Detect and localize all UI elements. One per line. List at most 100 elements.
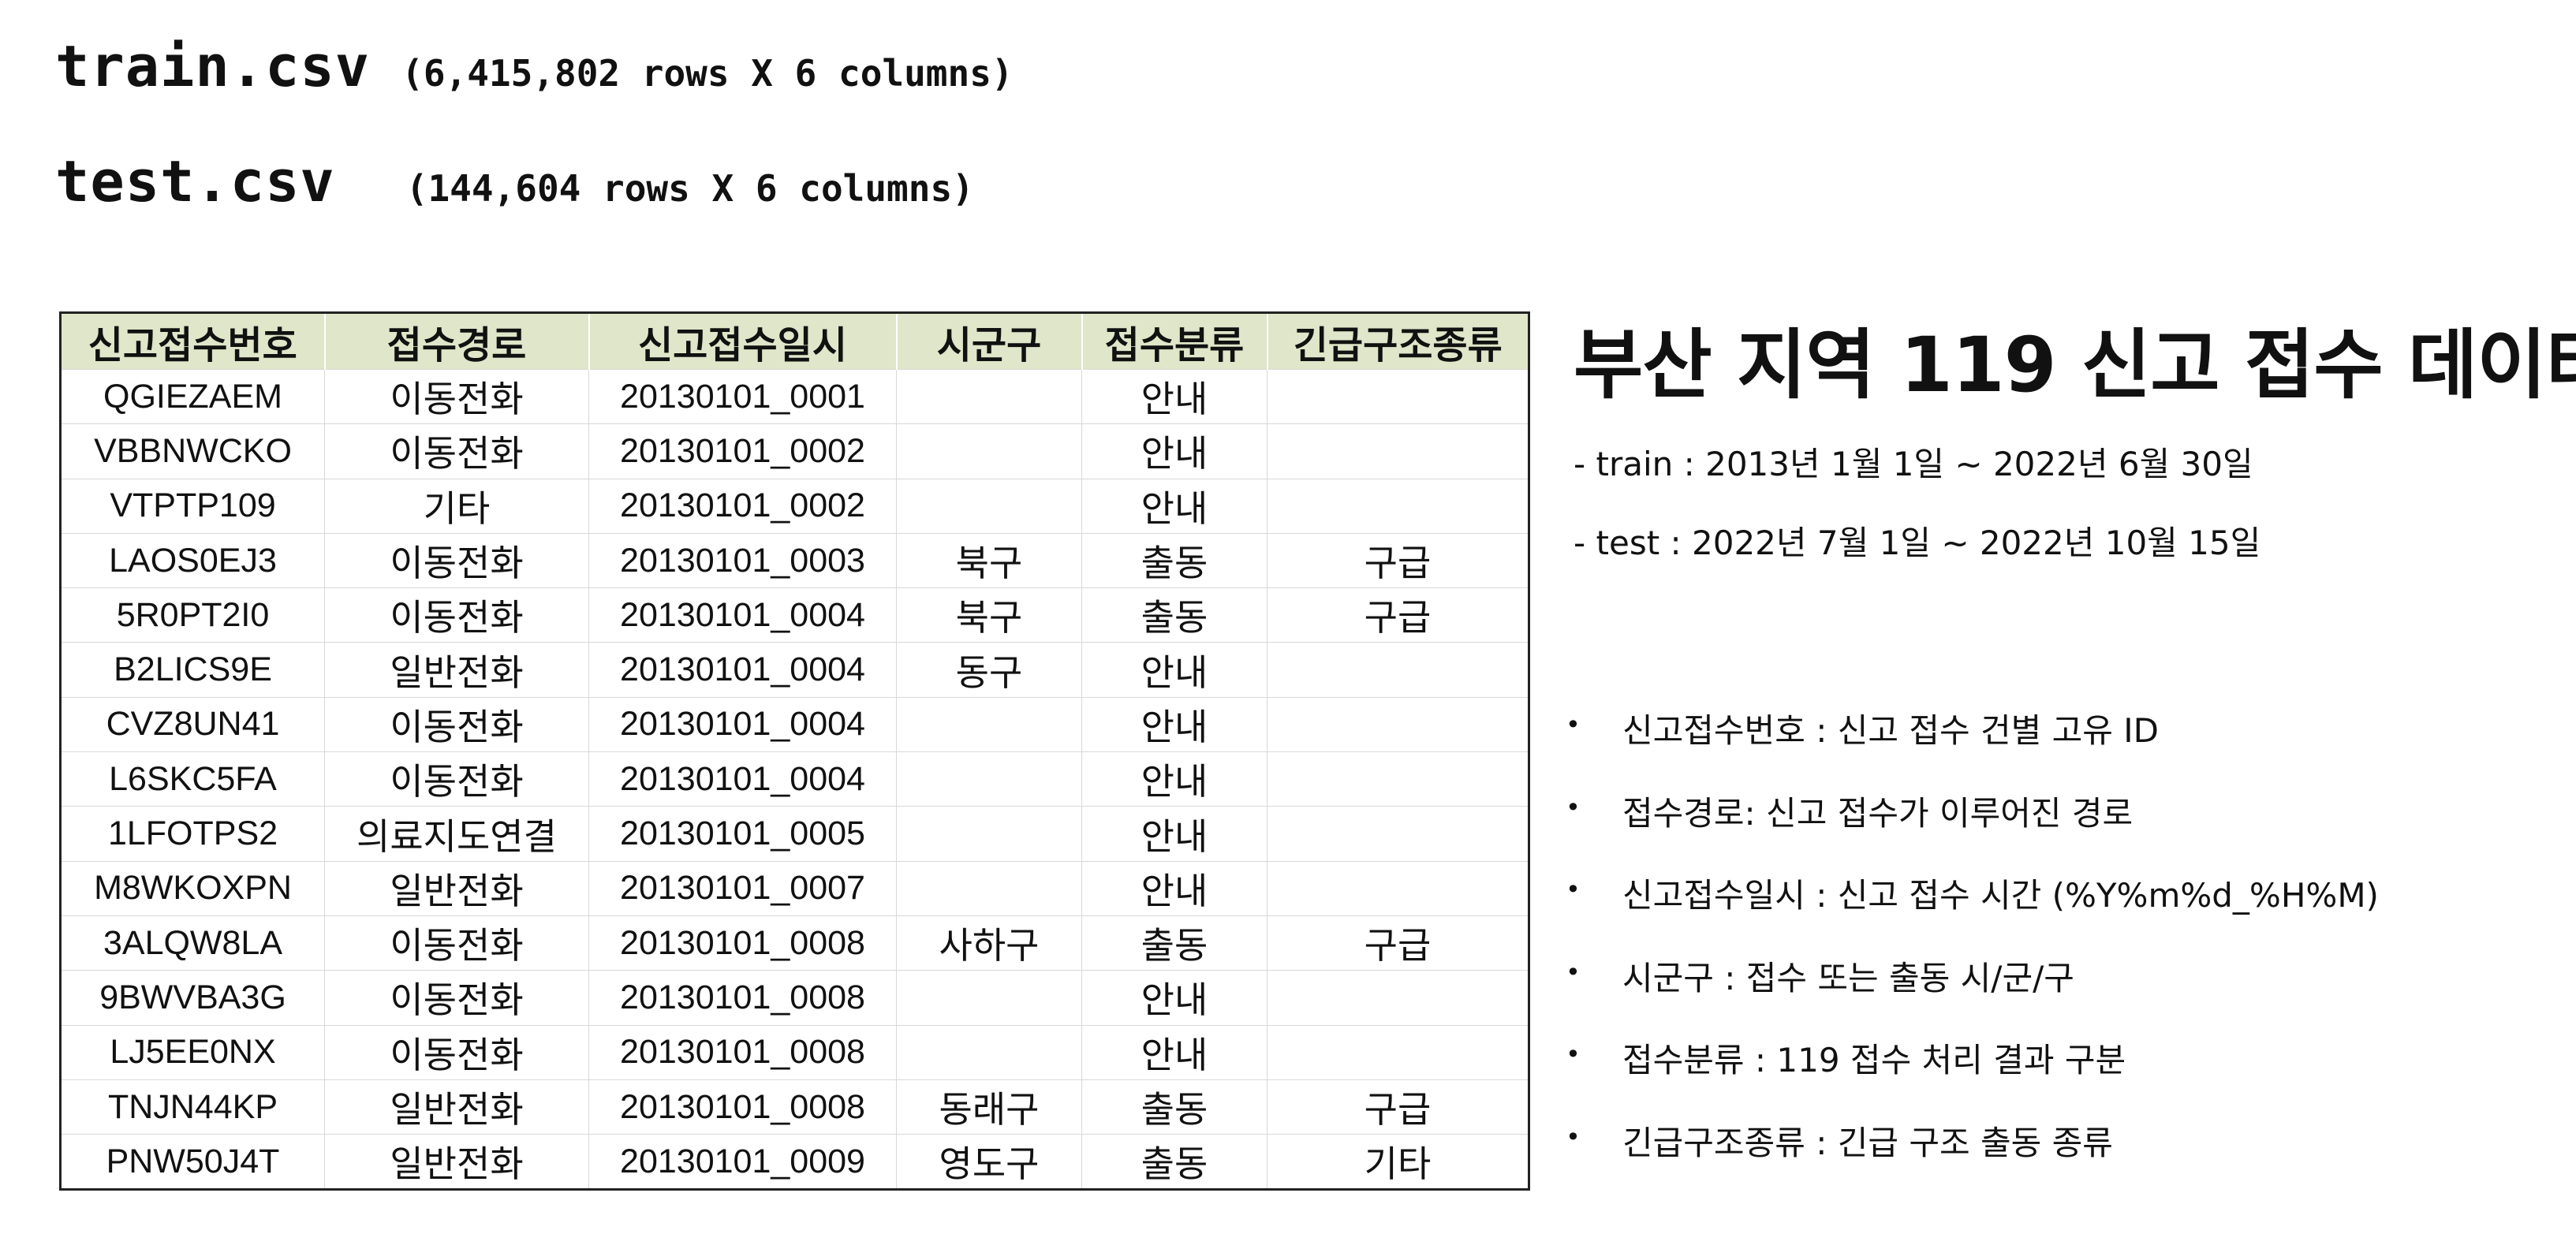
table-cell — [1267, 696, 1529, 752]
list-item: • 신고접수번호 : 신고 접수 건별 고유 ID — [1566, 704, 2379, 787]
list-item: • 신고접수일시 : 신고 접수 시간 (%Y%m%d_%H%M) — [1566, 869, 2379, 952]
table-cell: 안내 — [1081, 970, 1267, 1026]
list-item: • 접수경로: 신고 접수가 이루어진 경로 — [1566, 787, 2379, 870]
table-cell: 안내 — [1081, 478, 1267, 534]
table-row: 9BWVBA3G 이동전화 20130101_0008 안내 — [60, 970, 1529, 1026]
table-cell — [1267, 642, 1529, 698]
table-cell: 안내 — [1081, 368, 1267, 424]
test-date-range: - test : 2022년 7월 1일 ~ 2022년 10월 15일 — [1574, 524, 2261, 562]
table-cell: 20130101_0001 — [588, 368, 897, 424]
test-file-name: test.csv — [55, 148, 335, 214]
bullet-icon: • — [1566, 874, 1581, 904]
column-header: 접수분류 — [1081, 312, 1267, 370]
table-cell: B2LICS9E — [60, 642, 325, 698]
table-cell: 안내 — [1081, 751, 1267, 807]
table-cell: 20130101_0003 — [588, 532, 897, 588]
table-cell — [896, 860, 1082, 916]
table-cell: 안내 — [1081, 860, 1267, 916]
table-cell: VBBNWCKO — [60, 423, 325, 479]
table-cell: 출동 — [1081, 1079, 1267, 1135]
table-cell: 구급 — [1267, 915, 1529, 971]
table-row: 5R0PT2I0 이동전화 20130101_0004 북구 출동 구급 — [60, 587, 1529, 643]
table-cell: 이동전화 — [324, 915, 589, 971]
list-item: • 접수분류 : 119 접수 처리 결과 구분 — [1566, 1034, 2379, 1116]
column-header: 신고접수번호 — [60, 312, 325, 370]
table-row: LJ5EE0NX 이동전화 20130101_0008 안내 — [60, 1024, 1529, 1080]
table-cell: 기타 — [324, 478, 589, 534]
test-file-line: test.csv (144,604 rows X 6 columns) — [55, 148, 974, 214]
table-cell — [896, 1024, 1082, 1080]
table-row: TNJN44KP 일반전화 20130101_0008 동래구 출동 구급 — [60, 1079, 1529, 1135]
table-cell — [1267, 423, 1529, 479]
table-cell: 20130101_0009 — [588, 1134, 897, 1190]
table-cell: 구급 — [1267, 587, 1529, 643]
list-item: • 긴급구조종류 : 긴급 구조 출동 종류 — [1566, 1116, 2379, 1199]
table-cell: 동래구 — [896, 1079, 1082, 1135]
table-cell — [896, 751, 1082, 807]
table-cell: 북구 — [896, 532, 1082, 588]
table-cell: 20130101_0004 — [588, 642, 897, 698]
column-header: 신고접수일시 — [588, 312, 897, 370]
table-cell: 일반전화 — [324, 1134, 589, 1190]
table-row: QGIEZAEM 이동전화 20130101_0001 안내 — [60, 368, 1529, 424]
table-cell: 20130101_0002 — [588, 423, 897, 479]
table-cell: 북구 — [896, 587, 1082, 643]
table-cell: 20130101_0008 — [588, 970, 897, 1026]
table-cell: 20130101_0005 — [588, 806, 897, 862]
table-cell — [896, 423, 1082, 479]
sample-data-table: 신고접수번호 접수경로 신고접수일시 시군구 접수분류 긴급구조종류 QGIEZ… — [59, 311, 1530, 1191]
table-cell: 20130101_0007 — [588, 860, 897, 916]
table-header-row: 신고접수번호 접수경로 신고접수일시 시군구 접수분류 긴급구조종류 — [60, 312, 1529, 370]
column-description: 신고접수일시 : 신고 접수 시간 (%Y%m%d_%H%M) — [1622, 876, 2379, 915]
table-cell: QGIEZAEM — [60, 368, 325, 424]
bullet-icon: • — [1566, 710, 1581, 740]
table-cell — [896, 970, 1082, 1026]
column-description: 긴급구조종류 : 긴급 구조 출동 종류 — [1622, 1123, 2113, 1162]
table-row: VTPTP109 기타 20130101_0002 안내 — [60, 478, 1529, 534]
column-description: 신고접수번호 : 신고 접수 건별 고유 ID — [1622, 711, 2159, 750]
table-cell: 20130101_0008 — [588, 1024, 897, 1080]
column-header: 접수경로 — [323, 312, 589, 370]
table-cell: 20130101_0008 — [588, 1079, 897, 1135]
table-row: 1LFOTPS2 의료지도연결 20130101_0005 안내 — [60, 806, 1529, 862]
table-cell: 20130101_0004 — [588, 696, 897, 752]
table-cell — [896, 806, 1082, 862]
table-cell: 이동전화 — [324, 696, 589, 752]
table-cell: 기타 — [1267, 1134, 1529, 1190]
column-description-list: • 신고접수번호 : 신고 접수 건별 고유 ID • 접수경로: 신고 접수가 이… — [1566, 704, 2379, 1198]
table-cell: 20130101_0008 — [588, 915, 897, 971]
table-cell — [1267, 751, 1529, 807]
column-description: 접수분류 : 119 접수 처리 결과 구분 — [1622, 1041, 2126, 1079]
bullet-icon: • — [1566, 1121, 1581, 1152]
table-cell — [1267, 970, 1529, 1026]
table-cell: 출동 — [1081, 532, 1267, 588]
table-cell — [896, 368, 1082, 424]
bullet-icon: • — [1566, 792, 1581, 822]
table-cell — [896, 478, 1082, 534]
table-row: M8WKOXPN 일반전화 20130101_0007 안내 — [60, 860, 1529, 916]
table-cell — [1267, 1024, 1529, 1080]
table-cell: LAOS0EJ3 — [60, 532, 325, 588]
table-cell: 이동전화 — [324, 532, 589, 588]
table-cell: 3ALQW8LA — [60, 915, 325, 971]
table-cell: 일반전화 — [324, 860, 589, 916]
table-cell — [1267, 860, 1529, 916]
table-cell: 20130101_0002 — [588, 478, 897, 534]
table-cell: 안내 — [1081, 642, 1267, 698]
column-description: 접수경로: 신고 접수가 이루어진 경로 — [1622, 793, 2134, 833]
table-cell: 출동 — [1081, 915, 1267, 971]
column-header: 시군구 — [895, 312, 1082, 370]
train-file-name: train.csv — [55, 33, 371, 99]
column-header: 긴급구조종류 — [1266, 312, 1529, 370]
table-cell: 동구 — [896, 642, 1082, 698]
test-file-size: (144,604 rows X 6 columns) — [405, 167, 974, 210]
train-file-size: (6,415,802 rows X 6 columns) — [401, 52, 1014, 95]
table-cell: 20130101_0004 — [588, 587, 897, 643]
table-cell: 구급 — [1267, 1079, 1529, 1135]
table-cell: LJ5EE0NX — [60, 1024, 325, 1080]
table-row: VBBNWCKO 이동전화 20130101_0002 안내 — [60, 423, 1529, 479]
table-row: B2LICS9E 일반전화 20130101_0004 동구 안내 — [60, 642, 1529, 698]
table-cell: 안내 — [1081, 1024, 1267, 1080]
bullet-icon: • — [1566, 956, 1581, 987]
table-cell — [1267, 368, 1529, 424]
